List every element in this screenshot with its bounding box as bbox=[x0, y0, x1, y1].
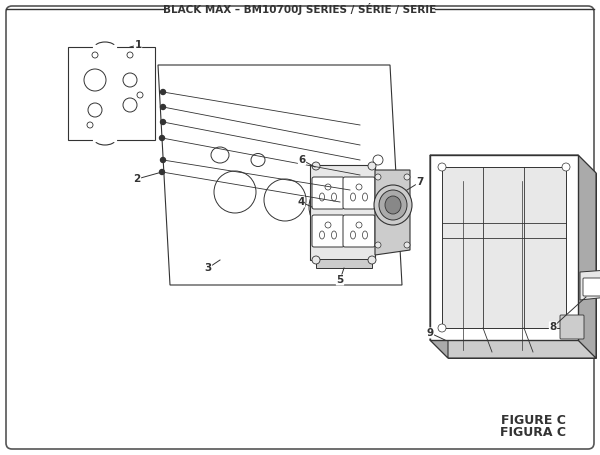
Text: 9: 9 bbox=[427, 328, 434, 338]
Text: BLACK MAX – BM10700J SERIES / SÉRIE / SERIE: BLACK MAX – BM10700J SERIES / SÉRIE / SE… bbox=[163, 3, 437, 15]
Text: 4: 4 bbox=[298, 197, 305, 207]
Ellipse shape bbox=[356, 184, 362, 190]
Circle shape bbox=[368, 256, 376, 264]
Ellipse shape bbox=[214, 171, 256, 213]
Polygon shape bbox=[68, 47, 155, 140]
Polygon shape bbox=[442, 167, 566, 328]
Polygon shape bbox=[580, 270, 600, 300]
Circle shape bbox=[160, 170, 164, 175]
Polygon shape bbox=[375, 170, 410, 255]
FancyBboxPatch shape bbox=[312, 177, 344, 209]
Ellipse shape bbox=[88, 103, 102, 117]
Ellipse shape bbox=[350, 193, 355, 201]
Ellipse shape bbox=[309, 181, 361, 233]
FancyBboxPatch shape bbox=[583, 278, 600, 296]
Circle shape bbox=[161, 157, 166, 162]
Ellipse shape bbox=[356, 222, 362, 228]
Circle shape bbox=[137, 92, 143, 98]
Text: 2: 2 bbox=[133, 174, 140, 184]
Ellipse shape bbox=[362, 231, 367, 239]
Circle shape bbox=[562, 324, 570, 332]
Circle shape bbox=[92, 52, 98, 58]
FancyBboxPatch shape bbox=[312, 215, 344, 247]
Ellipse shape bbox=[374, 185, 412, 225]
Circle shape bbox=[438, 324, 446, 332]
Circle shape bbox=[438, 163, 446, 171]
Text: 1: 1 bbox=[134, 40, 142, 50]
Circle shape bbox=[312, 162, 320, 170]
Text: FIGURE C: FIGURE C bbox=[500, 414, 565, 426]
Polygon shape bbox=[578, 155, 596, 358]
Text: 5: 5 bbox=[337, 275, 344, 285]
Circle shape bbox=[375, 242, 381, 248]
Ellipse shape bbox=[264, 179, 306, 221]
Polygon shape bbox=[158, 65, 402, 285]
Polygon shape bbox=[430, 155, 596, 173]
Polygon shape bbox=[316, 259, 372, 268]
Text: FIGURA C: FIGURA C bbox=[500, 426, 566, 440]
Text: 8: 8 bbox=[550, 322, 557, 332]
FancyBboxPatch shape bbox=[560, 315, 584, 339]
Circle shape bbox=[562, 163, 570, 171]
Text: 6: 6 bbox=[298, 155, 305, 165]
FancyBboxPatch shape bbox=[343, 215, 375, 247]
Polygon shape bbox=[310, 165, 375, 260]
Circle shape bbox=[161, 90, 166, 95]
Ellipse shape bbox=[325, 184, 331, 190]
Ellipse shape bbox=[358, 200, 388, 230]
Polygon shape bbox=[448, 173, 596, 358]
Ellipse shape bbox=[362, 193, 367, 201]
Ellipse shape bbox=[211, 147, 229, 163]
Text: 3: 3 bbox=[205, 263, 212, 273]
Ellipse shape bbox=[373, 155, 383, 165]
Polygon shape bbox=[430, 155, 578, 340]
Circle shape bbox=[160, 136, 164, 141]
Circle shape bbox=[368, 162, 376, 170]
Circle shape bbox=[161, 105, 166, 110]
Circle shape bbox=[161, 120, 166, 125]
Circle shape bbox=[404, 242, 410, 248]
Ellipse shape bbox=[379, 190, 407, 220]
Ellipse shape bbox=[123, 73, 137, 87]
Circle shape bbox=[312, 256, 320, 264]
Ellipse shape bbox=[251, 153, 265, 167]
Circle shape bbox=[87, 122, 93, 128]
Ellipse shape bbox=[325, 222, 331, 228]
Text: 7: 7 bbox=[416, 177, 424, 187]
Ellipse shape bbox=[84, 69, 106, 91]
Ellipse shape bbox=[385, 196, 401, 214]
Ellipse shape bbox=[320, 231, 325, 239]
Circle shape bbox=[127, 52, 133, 58]
Ellipse shape bbox=[331, 193, 337, 201]
Ellipse shape bbox=[350, 231, 355, 239]
Polygon shape bbox=[430, 155, 448, 358]
Ellipse shape bbox=[331, 231, 337, 239]
Ellipse shape bbox=[123, 98, 137, 112]
Polygon shape bbox=[430, 340, 596, 358]
Circle shape bbox=[375, 174, 381, 180]
Ellipse shape bbox=[320, 193, 325, 201]
Circle shape bbox=[404, 174, 410, 180]
FancyBboxPatch shape bbox=[343, 177, 375, 209]
